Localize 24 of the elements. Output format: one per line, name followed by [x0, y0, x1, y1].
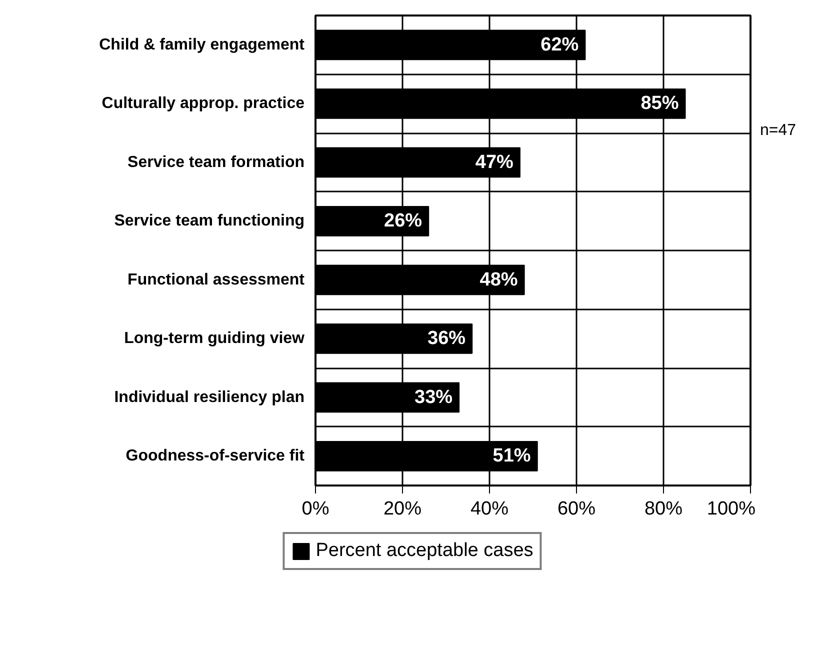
- y-tick-label: Service team functioning: [114, 212, 304, 230]
- data-label: 48%: [480, 269, 518, 290]
- x-tick-label: 20%: [383, 498, 422, 520]
- y-tick-label: Functional assessment: [128, 271, 306, 288]
- y-tick-label: Goodness-of-service fit: [126, 448, 306, 465]
- x-tick-label: 40%: [470, 498, 509, 520]
- y-tick-label: Service team formation: [128, 154, 304, 171]
- data-label: 62%: [540, 34, 579, 56]
- data-label: 47%: [475, 152, 514, 173]
- y-tick-label: Culturally approp. practice: [102, 95, 305, 112]
- data-label: 85%: [640, 93, 679, 114]
- y-tick-label: Child & family engagement: [99, 36, 306, 54]
- y-tick-label: Individual resiliency plan: [114, 388, 304, 406]
- data-label: 33%: [414, 386, 453, 408]
- data-label: 51%: [492, 446, 531, 467]
- y-tick-label: Long-term guiding view: [124, 330, 306, 348]
- x-tick-label: 0%: [302, 498, 330, 520]
- x-tick-label: 100%: [706, 498, 756, 520]
- data-label: 26%: [384, 210, 422, 232]
- x-tick-label: 80%: [644, 498, 683, 520]
- data-label: 36%: [428, 328, 466, 350]
- x-tick-label: 60%: [557, 498, 596, 520]
- text: n=47: [760, 121, 796, 141]
- legend-label: Percent acceptable cases: [316, 540, 534, 562]
